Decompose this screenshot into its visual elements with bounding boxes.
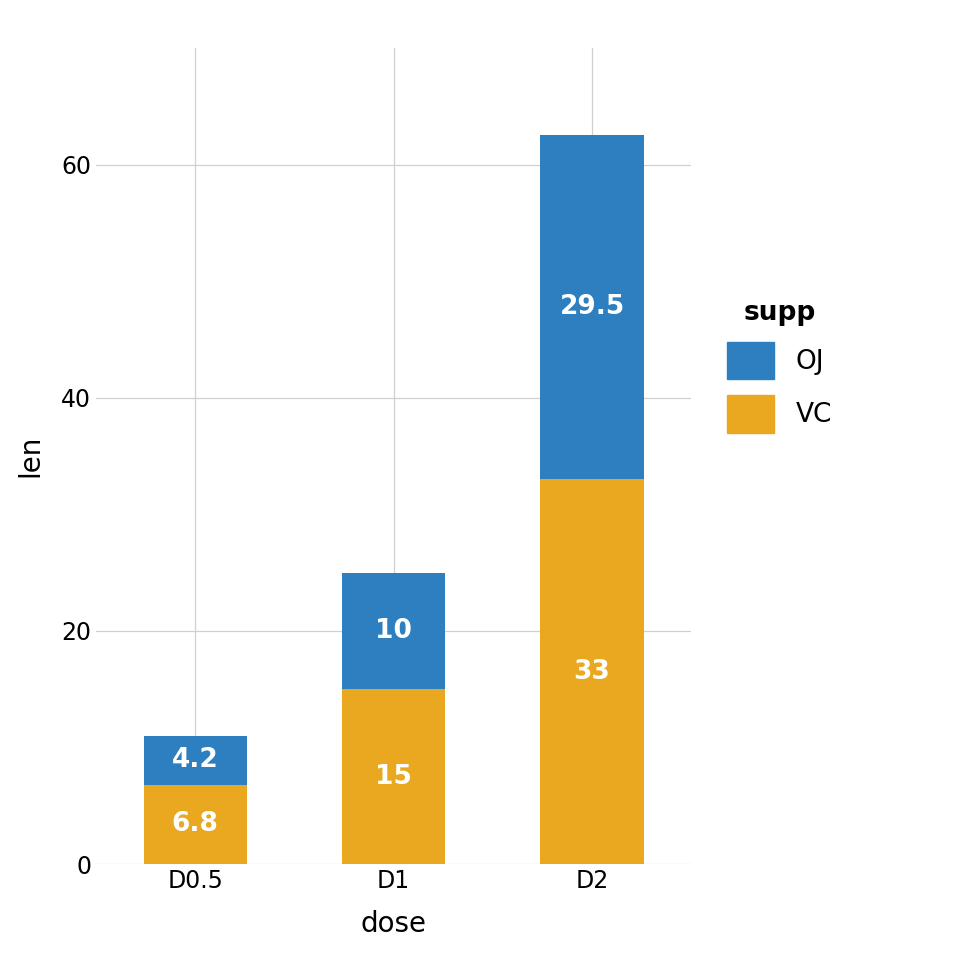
Bar — [144, 735, 247, 784]
Text: 4.2: 4.2 — [172, 747, 219, 773]
Bar — [540, 479, 643, 864]
Legend: OJ, VC: OJ, VC — [716, 290, 842, 444]
Bar — [342, 572, 445, 689]
Text: 33: 33 — [574, 659, 611, 684]
Text: 29.5: 29.5 — [560, 295, 625, 321]
Y-axis label: len: len — [16, 435, 44, 477]
Text: 15: 15 — [375, 763, 412, 789]
Text: 10: 10 — [375, 618, 412, 644]
Bar — [342, 689, 445, 864]
Bar — [144, 784, 247, 864]
Text: 6.8: 6.8 — [172, 811, 219, 837]
Bar — [540, 135, 643, 479]
X-axis label: dose: dose — [361, 909, 426, 938]
